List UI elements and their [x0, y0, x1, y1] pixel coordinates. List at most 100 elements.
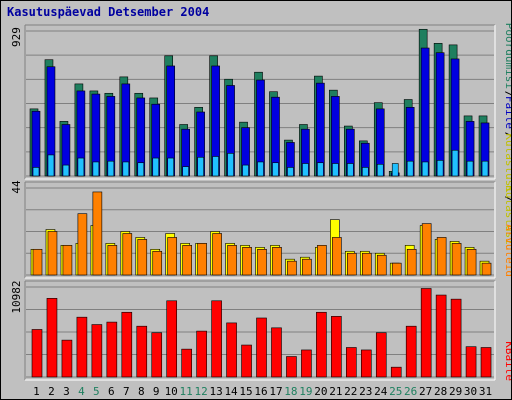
- x-tick-label-day-13: 13: [209, 385, 222, 398]
- chart-panels: [24, 24, 496, 381]
- bar-kbaite-day-11: [181, 348, 192, 378]
- middle-panel-ymax-label: 44: [10, 180, 23, 194]
- bar-k-lastusi-day-17: [272, 162, 279, 177]
- bar-k-lastusi-day-5: [92, 161, 100, 177]
- bar-kbaite-day-4: [76, 316, 88, 378]
- bar-arvuteid-day-13: [212, 233, 222, 276]
- bar-k-lastusi-day-4: [77, 157, 85, 177]
- bar-arvuteid-day-21: [332, 237, 342, 276]
- bar-k-lastusi-day-10: [167, 157, 175, 177]
- top-panel: [24, 24, 496, 180]
- legend-visits: Külastusi: [503, 133, 511, 193]
- top-panel-ymax-label: 929: [10, 27, 23, 47]
- bar-k-lastusi-day-7: [122, 161, 130, 177]
- legend-pages: Pöördumisi: [503, 23, 511, 89]
- bar-arvuteid-day-31: [481, 262, 492, 276]
- x-tick-label-day-23: 23: [359, 385, 372, 398]
- x-tick-label-day-4: 4: [78, 385, 85, 398]
- bar-faile-day-20: [316, 82, 325, 177]
- bar-kbaite-day-2: [46, 298, 58, 378]
- bar-kbaite-day-25: [390, 366, 402, 378]
- bar-kbaite-day-27: [420, 288, 432, 378]
- bar-kbaite-day-31: [480, 347, 492, 378]
- legend-sites: Arvuteid: [503, 224, 511, 277]
- bar-k-lastusi-day-1: [32, 167, 40, 177]
- bar-k-lastusi-day-27: [421, 161, 429, 177]
- x-axis-day-labels: 1 2 3 4 5 6 7 8 9 10 11 12 13 14 15 16 17 18 19 20 21 22 23 24 2…: [33, 385, 492, 398]
- bar-k-lastusi-day-29: [451, 149, 459, 177]
- x-tick-label-day-26: 26: [404, 385, 417, 398]
- bar-arvuteid-day-24: [376, 254, 387, 276]
- bar-k-lastusi-day-9: [152, 157, 160, 177]
- bar-faile-day-1: [31, 110, 41, 177]
- bar-k-lastusi-day-18: [287, 167, 294, 177]
- bar-k-lastusi-day-31: [481, 160, 489, 177]
- bar-k-lastusi-day-20: [317, 162, 324, 177]
- bar-kbaite-day-5: [91, 324, 103, 378]
- x-tick-label-day-6: 6: [108, 385, 115, 398]
- x-tick-label-day-31: 31: [479, 385, 492, 398]
- bar-faile-day-27: [420, 47, 430, 177]
- bar-arvuteid-day-30: [466, 248, 477, 276]
- bar-kbaite-day-10: [166, 300, 178, 378]
- bar-arvuteid-day-7: [122, 233, 133, 276]
- x-tick-label-day-21: 21: [329, 385, 342, 398]
- x-tick-label-day-8: 8: [138, 385, 145, 398]
- bar-kbaite-day-14: [226, 322, 237, 378]
- bar-kbaite-day-16: [256, 317, 267, 378]
- bar-arvuteid-day-2: [47, 231, 58, 276]
- bar-kbaite-day-21: [331, 316, 342, 378]
- bar-arvuteid-day-29: [451, 243, 462, 276]
- x-tick-label-day-5: 5: [93, 385, 100, 398]
- bar-kbaite-day-26: [405, 325, 417, 378]
- x-tick-label-day-12: 12: [195, 385, 208, 398]
- bar-arvuteid-day-4: [77, 213, 88, 276]
- bar-k-lastusi-day-28: [436, 160, 444, 177]
- bar-arvuteid-day-10: [167, 237, 178, 276]
- bar-kbaite-day-3: [61, 339, 73, 378]
- bar-arvuteid-day-18: [287, 260, 297, 276]
- bar-kbaite-day-17: [271, 327, 282, 378]
- bar-kbaite-day-30: [465, 346, 477, 378]
- y-max-labels: 929 44 10982: [10, 27, 23, 314]
- chart-title: Kasutuspäevad Detsember 2004: [7, 5, 209, 19]
- bar-k-lastusi-day-23: [361, 167, 369, 177]
- bar-kbaite-day-13: [211, 300, 222, 378]
- bar-k-lastusi-day-12: [197, 156, 204, 177]
- bar-kbaite-day-12: [196, 330, 207, 378]
- bar-k-lastusi-day-25: [391, 163, 399, 177]
- bar-k-lastusi-day-15: [242, 164, 249, 177]
- x-tick-label-day-1: 1: [33, 385, 40, 398]
- bar-arvuteid-day-9: [152, 250, 163, 276]
- bar-k-lastusi-day-11: [182, 166, 189, 177]
- legend-kbytes: KBaite: [503, 341, 511, 381]
- legend-files: Faile: [503, 96, 511, 129]
- bar-k-lastusi-day-14: [227, 153, 234, 177]
- bottom-panel-ymax-label: 10982: [10, 280, 23, 313]
- bar-arvuteid-day-11: [182, 245, 192, 276]
- x-tick-label-day-20: 20: [314, 385, 327, 398]
- bar-k-lastusi-day-21: [332, 163, 339, 177]
- bar-arvuteid-day-28: [436, 237, 447, 276]
- bar-kbaite-day-28: [435, 294, 447, 378]
- bar-kbaite-day-15: [241, 344, 252, 378]
- bar-arvuteid-day-14: [227, 245, 237, 276]
- bar-faile-day-16: [256, 79, 265, 177]
- bar-kbaite-day-1: [31, 329, 43, 378]
- bar-kbaite-day-24: [375, 332, 387, 378]
- bar-arvuteid-day-1: [32, 248, 43, 276]
- bar-k-lastusi-day-26: [406, 160, 414, 177]
- bar-arvuteid-day-17: [272, 247, 282, 276]
- bar-k-lastusi-day-19: [302, 163, 309, 177]
- x-tick-label-day-3: 3: [63, 385, 70, 398]
- bar-kbaite-day-29: [450, 298, 462, 378]
- bar-kbaite-day-6: [106, 321, 118, 378]
- bar-kbaite-day-18: [286, 356, 297, 378]
- bar-kbaite-day-22: [346, 347, 357, 378]
- legend-separator: /: [503, 132, 511, 139]
- x-tick-label-day-16: 16: [254, 385, 267, 398]
- x-tick-label-day-19: 19: [299, 385, 312, 398]
- bar-arvuteid-day-5: [92, 191, 103, 276]
- bar-kbaite-day-23: [360, 349, 372, 378]
- x-tick-label-day-14: 14: [224, 385, 238, 398]
